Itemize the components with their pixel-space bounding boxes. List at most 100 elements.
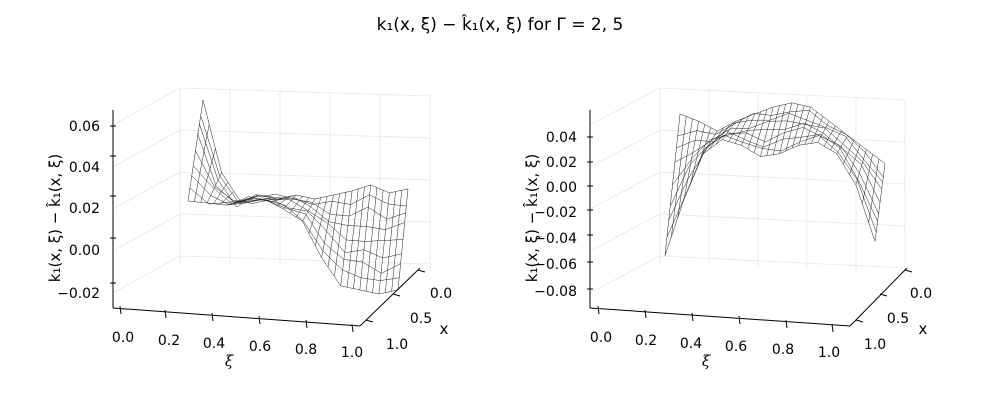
- mesh-line: [372, 190, 384, 293]
- mesh-row: [664, 139, 876, 256]
- y-axis-label: x: [919, 320, 928, 338]
- mesh-line: [251, 196, 266, 202]
- grid-line: [112, 129, 181, 168]
- mesh-line: [734, 116, 749, 144]
- grid-line: [589, 255, 661, 294]
- x-axis-line: [112, 307, 361, 327]
- mesh-line: [276, 196, 291, 206]
- mesh-line: [385, 191, 396, 293]
- y-axis-line: [849, 267, 908, 327]
- mesh-row: [678, 110, 885, 179]
- mesh-line: [753, 109, 768, 153]
- z-axis-label: k₁(x, ξ) − k̂₁(x, ξ): [45, 154, 64, 282]
- y-ticks-left: 0.0 0.5 1.0: [365, 269, 452, 353]
- mesh-line: [836, 135, 848, 154]
- grid-line: [112, 255, 181, 294]
- mesh-line: [238, 196, 253, 204]
- mesh-line: [823, 125, 836, 147]
- x-tick-label: 0.8: [772, 342, 794, 358]
- y-ticks-right: 0.0 0.5 1.0: [855, 269, 932, 353]
- y-tick-label: 1.0: [864, 337, 886, 353]
- grid-line: [589, 171, 661, 210]
- x-tick-label: 0.4: [680, 336, 702, 352]
- mesh-line: [359, 184, 371, 290]
- x-tick-label: 1.0: [818, 345, 840, 361]
- mesh-line: [842, 139, 855, 165]
- mesh-line: [677, 118, 693, 218]
- surface-plot-right: 0.04 0.02 0.00 −0.02 −0.04 −0.06 −0.08 0…: [522, 87, 932, 370]
- mesh-line: [728, 118, 743, 142]
- x-ticks-right: 0.0 0.2 0.4 0.6 0.8 1.0: [590, 305, 840, 361]
- x-tick-label: 0.0: [112, 330, 134, 346]
- y-tick-label: 0.5: [887, 311, 909, 327]
- z-axis-label: k₁(x, ξ) − k̂₁(x, ξ): [522, 154, 541, 282]
- mesh-line: [187, 99, 204, 202]
- z-tick-label: 0.02: [69, 201, 100, 217]
- x-axis-label: ξ: [225, 352, 234, 370]
- mesh-line: [206, 172, 222, 204]
- mesh-row: [191, 175, 401, 274]
- mesh-line: [391, 190, 403, 292]
- mesh-line: [817, 121, 830, 143]
- mesh-line: [709, 127, 724, 150]
- mesh-line: [722, 121, 737, 140]
- x-tick-label: 0.4: [203, 336, 225, 352]
- mesh-line: [321, 194, 334, 258]
- mesh-line: [747, 111, 761, 150]
- z-tick-label: 0.00: [546, 180, 577, 196]
- mesh-line: [690, 124, 706, 184]
- mesh-line: [200, 148, 216, 203]
- mesh-row: [674, 120, 882, 189]
- surface-wireframe-right: [664, 102, 886, 256]
- x-tick-label: 0.8: [295, 342, 317, 358]
- mesh-row: [670, 127, 880, 215]
- x-tick-label: 0.6: [725, 339, 747, 355]
- mesh-line: [766, 105, 780, 156]
- mesh-line: [194, 124, 210, 202]
- mesh-line: [862, 154, 873, 204]
- mesh-line: [397, 188, 409, 290]
- mesh-line: [308, 197, 322, 234]
- x-tick-label: 0.2: [158, 333, 180, 349]
- mesh-row: [668, 130, 878, 222]
- mesh-line: [792, 105, 805, 149]
- mesh-line: [868, 158, 880, 223]
- mesh-line: [785, 104, 799, 151]
- mesh-line: [683, 121, 699, 200]
- z-tick-label: 0.06: [69, 119, 100, 135]
- mesh-line: [365, 187, 378, 292]
- mesh-row: [193, 165, 402, 259]
- grid-right: [589, 87, 906, 294]
- mesh-line: [270, 197, 284, 203]
- grid-line: [179, 171, 431, 181]
- mesh-line: [855, 149, 867, 185]
- mesh-line: [696, 127, 712, 169]
- z-ticks-right: 0.04 0.02 0.00 −0.02 −0.04 −0.06 −0.08: [534, 130, 593, 300]
- grid-line: [179, 129, 431, 139]
- mesh-line: [346, 188, 359, 288]
- y-tick-label: 1.0: [386, 337, 408, 353]
- mesh-line: [798, 106, 811, 146]
- x-axis-line: [589, 307, 851, 327]
- grid-line: [589, 129, 661, 168]
- grid-line: [179, 213, 431, 223]
- grid-line: [659, 171, 906, 185]
- mesh-line: [702, 130, 718, 154]
- mesh-line: [849, 144, 861, 175]
- grid-line: [589, 213, 661, 252]
- grid-line: [112, 87, 181, 126]
- y-tick-label: 0.0: [910, 286, 932, 302]
- grid-line: [659, 129, 906, 143]
- x-axis-label: ξ: [702, 352, 711, 370]
- grid-line: [589, 87, 661, 126]
- grid-line: [659, 213, 906, 227]
- y-axis-label: x: [440, 320, 449, 338]
- mesh-row: [187, 198, 399, 295]
- mesh-line: [779, 102, 793, 154]
- grid-line: [179, 87, 431, 97]
- mesh-line: [741, 114, 755, 146]
- mesh-line: [772, 104, 786, 155]
- y-tick-label: 0.0: [430, 286, 452, 302]
- z-tick-label: 0.04: [546, 130, 577, 146]
